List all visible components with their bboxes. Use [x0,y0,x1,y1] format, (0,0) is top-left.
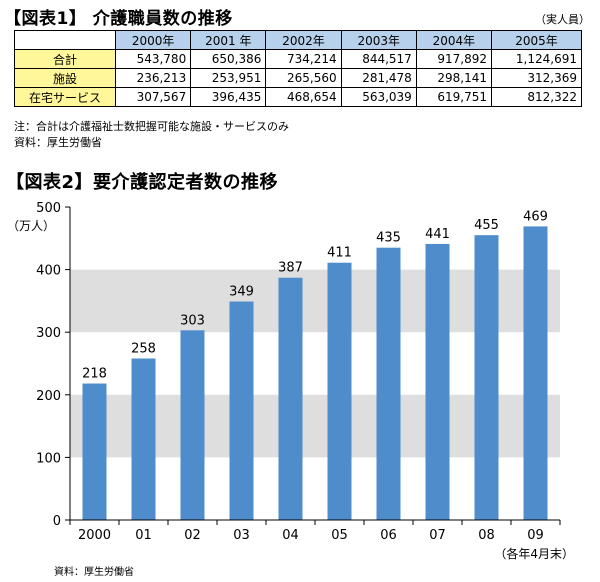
table-cell: 312,369 [491,68,582,88]
bar [278,277,303,520]
table1-unit: （実人員） [535,13,590,26]
column-header: 2003年 [340,30,417,50]
bar-chart: 0 100 200 300 400 500 （万人） 218 258 303 349 387 411 43… [7,201,574,578]
table-row: 施設 236,213 253,951 265,560 281,478 298,1… [14,68,582,88]
bar [376,247,401,520]
bar [523,226,548,520]
data-label: 349 [229,285,254,300]
table1-title: 【図表1】 介護職員数の推移 [4,9,233,29]
y-tick-label: 400 [36,264,61,279]
table-cell: 1,124,691 [491,49,582,69]
table-cell: 253,951 [190,68,267,88]
x-tick-label: 08 [478,528,495,543]
row-label: 施設 [14,68,116,88]
x-axis-note: （各年4月末） [494,546,574,561]
x-tick-label: 04 [282,528,299,543]
row-label: 合計 [14,49,116,69]
table1-source: 資料：厚生労働省 [14,136,102,149]
column-header: 2002年 [265,30,342,50]
table-cell: 650,386 [190,49,267,69]
table-cell: 281,478 [340,68,417,88]
bar [327,262,352,520]
y-tick-label: 500 [36,201,61,216]
x-tick-label: 02 [184,528,201,543]
table-cell: 844,517 [340,49,417,69]
bar [180,330,205,520]
data-label: 387 [278,261,303,276]
table-cell: 265,560 [265,68,342,88]
table-cell: 734,214 [265,49,342,69]
data-label: 258 [131,341,156,356]
y-tick-label: 300 [36,326,61,341]
y-tick-label: 0 [53,514,61,529]
table-cell: 298,141 [415,68,493,88]
data-label: 455 [474,218,499,233]
y-tick-label: 200 [36,389,61,404]
table-cell: 812,322 [491,87,582,107]
x-tick-label: 06 [380,528,397,543]
data-label: 411 [327,246,352,261]
table-row: 合計 543,780 650,386 734,214 844,517 917,8… [14,49,582,69]
table-cell: 307,567 [114,87,192,107]
bar [229,301,254,520]
chart-title: 【図表2】要介護認定者数の推移 [6,172,279,193]
table-cell: 396,435 [190,87,267,107]
bar [131,358,156,520]
x-tick-label: 03 [233,528,250,543]
x-tick-label: 2000 [78,528,111,543]
table-cell: 917,892 [415,49,493,69]
data-label: 435 [376,231,401,246]
table-row: 在宅サービス 307,567 396,435 468,654 563,039 6… [14,87,582,107]
x-tick-label: 09 [527,528,544,543]
table-cell: 236,213 [114,68,192,88]
table-header-row: 2000年 2001 年 2002年 2003年 2004年 2005年 [14,30,582,50]
data-label: 218 [82,367,107,382]
data-label: 303 [180,313,205,328]
bar [474,235,499,521]
y-tick-label: 100 [36,451,61,466]
bar [425,243,450,520]
x-tick-label: 07 [429,528,446,543]
column-header: 2004年 [415,30,493,50]
x-tick-label: 05 [331,528,348,543]
y-axis-label: （万人） [7,219,55,233]
care-worker-table: 2000年 2001 年 2002年 2003年 2004年 2005年 合計 … [14,30,582,107]
row-label: 在宅サービス [14,87,116,107]
table-cell: 468,654 [265,87,342,107]
data-label: 441 [425,227,450,242]
table-cell: 563,039 [340,87,417,107]
x-tick-label: 01 [135,528,152,543]
column-header: 2005年 [491,30,582,50]
table-cell: 619,751 [415,87,493,107]
column-header: 2001 年 [190,30,267,50]
table1-note: 注：合計は介護福祉士数把握可能な施設・サービスのみ [14,120,289,133]
chart-source: 資料：厚生労働省 [54,565,134,578]
table-corner [14,30,116,50]
bar [82,383,107,520]
data-label: 469 [523,209,548,224]
table-cell: 543,780 [114,49,192,69]
column-header: 2000年 [114,30,192,50]
